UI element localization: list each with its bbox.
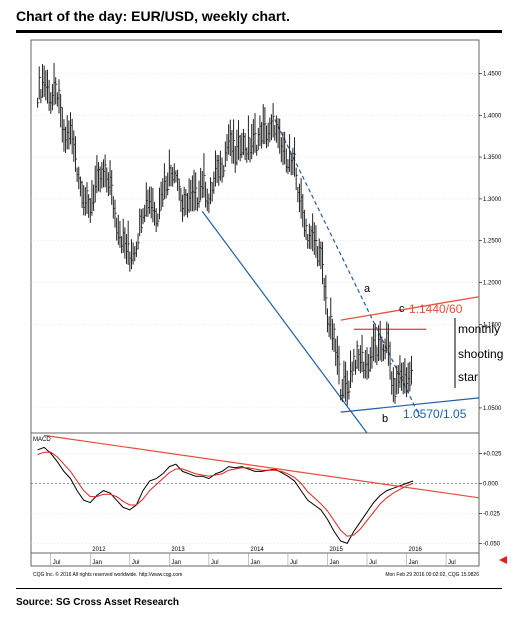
annotation-a: a [364,283,371,295]
price-tick-label: 1.2500 [483,239,502,245]
trendline-downtrend-dashed [274,119,421,417]
year-label: 2013 [171,547,185,553]
year-label: 2015 [329,547,343,553]
source-note: Source: SG Cross Asset Research [16,597,180,608]
time-tick-label: Jan [329,560,339,566]
time-tick-label: Jan [171,560,181,566]
time-tick-label: Jan [250,560,260,566]
macd-tick-label: -0.025 [483,511,501,517]
price-tick-label: 1.1500 [483,322,502,328]
annotation-c-level: 1.1440/60 [409,302,463,316]
bottom-rule [16,588,502,589]
price-panel-frame [30,39,480,434]
trendline-upper-blue-solid [201,211,368,434]
time-tick-label: Jul [211,560,219,566]
macd-panel-frame [30,432,480,554]
year-label: 2016 [409,547,423,553]
top-rule [16,30,502,33]
trendline-channel-bottom [340,397,480,413]
trendline-macd-resistance-red [44,434,480,499]
macd-series-macd [37,446,414,545]
price-tick-label: 1.0500 [483,406,502,412]
annotation-b: b [382,413,388,425]
trendline-channel-top-red [340,296,480,321]
eurusd-weekly-chart: 1.4500 1.4000 1.3500 1.3000 1.2500 1.2000 1.15… [30,39,507,578]
annotation-b-level: 1.0570/1.05 [403,407,467,421]
red-arrow-icon [499,556,507,564]
annotation-note-star: star [458,370,478,384]
annotation-note-monthly: monthly [458,322,500,336]
time-tick-label: Jan [409,560,419,566]
copyright-text: CQG Inc. © 2016 All rights reserved worl… [33,571,182,578]
time-tick-label: Jul [369,560,377,566]
price-tick-label: 1.3000 [483,197,502,203]
time-tick-label: Jan [92,560,102,566]
macd-tick-label: 0.000 [483,481,499,487]
page-title: Chart of the day: EUR/USD, weekly chart. [16,8,290,24]
macd-tick-label: -0.050 [483,541,501,547]
macd-panel-label: MACD [33,437,51,443]
year-label: 2012 [92,547,106,553]
price-tick-label: 1.4500 [483,71,502,77]
time-tick-label: Jul [448,560,456,566]
price-tick-label: 1.3500 [483,155,502,161]
time-tick-label: Jul [53,560,61,566]
time-tick-label: Jul [132,560,140,566]
annotation-note-shooting: shooting [458,347,503,361]
time-tick-label: Jul [290,560,298,566]
macd-tick-label: +0.025 [483,451,502,457]
price-tick-label: 1.2000 [483,280,502,286]
price-tick-label: 1.4000 [483,113,502,119]
macd-series-signal [37,451,414,537]
annotation-c: c [399,303,405,315]
timestamp-text: Mon Feb 29 2016 00:02:02, CQG 15.9826 [385,572,479,578]
year-label: 2014 [250,547,264,553]
